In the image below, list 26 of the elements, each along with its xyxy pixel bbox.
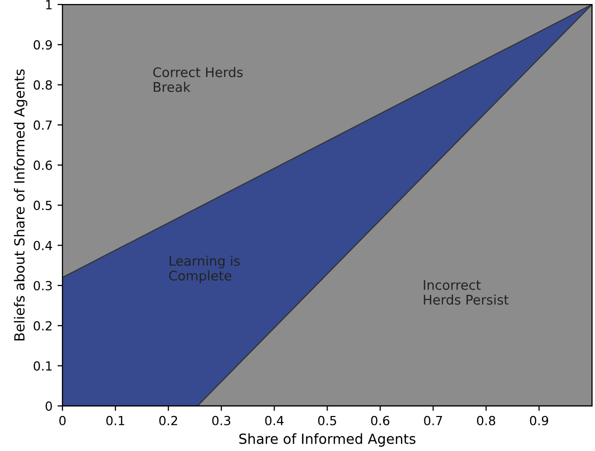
y-tick-label: 0.4 — [34, 240, 52, 250]
y-tick-label: 0.1 — [34, 361, 52, 371]
y-tick-label: 0.3 — [34, 280, 52, 290]
x-tick-label: 0.6 — [371, 416, 390, 426]
x-tick-label: 0.8 — [477, 416, 496, 426]
y-tick-label: 0.6 — [34, 160, 52, 170]
y-axis-title: Beliefs about Share of Informed Agents — [14, 69, 28, 340]
annotation: Correct Herds Break — [153, 67, 243, 92]
x-tick-label: 0.2 — [159, 416, 178, 426]
y-tick-label: 0.2 — [34, 321, 52, 331]
y-tick-label: 0.9 — [34, 40, 52, 50]
x-tick-label: 0 — [59, 416, 66, 426]
y-tick-label: 0.8 — [34, 80, 52, 90]
x-tick-label: 0.4 — [265, 416, 284, 426]
x-axis-title: Share of Informed Agents — [239, 433, 416, 447]
y-tick-label: 1 — [46, 0, 52, 10]
x-tick-label: 0.7 — [424, 416, 442, 426]
x-tick-label: 0.9 — [530, 416, 548, 426]
annotation: Learning is Complete — [169, 256, 240, 284]
x-tick-label: 0.5 — [318, 416, 336, 426]
y-tick-label: 0.7 — [34, 120, 52, 130]
x-tick-label: 0.3 — [212, 416, 230, 426]
annotation: Incorrect Herds Persist — [424, 280, 509, 305]
y-tick-label: 0 — [46, 401, 52, 411]
x-tick-label: 0.1 — [106, 416, 124, 426]
y-tick-label: 0.5 — [34, 200, 52, 210]
